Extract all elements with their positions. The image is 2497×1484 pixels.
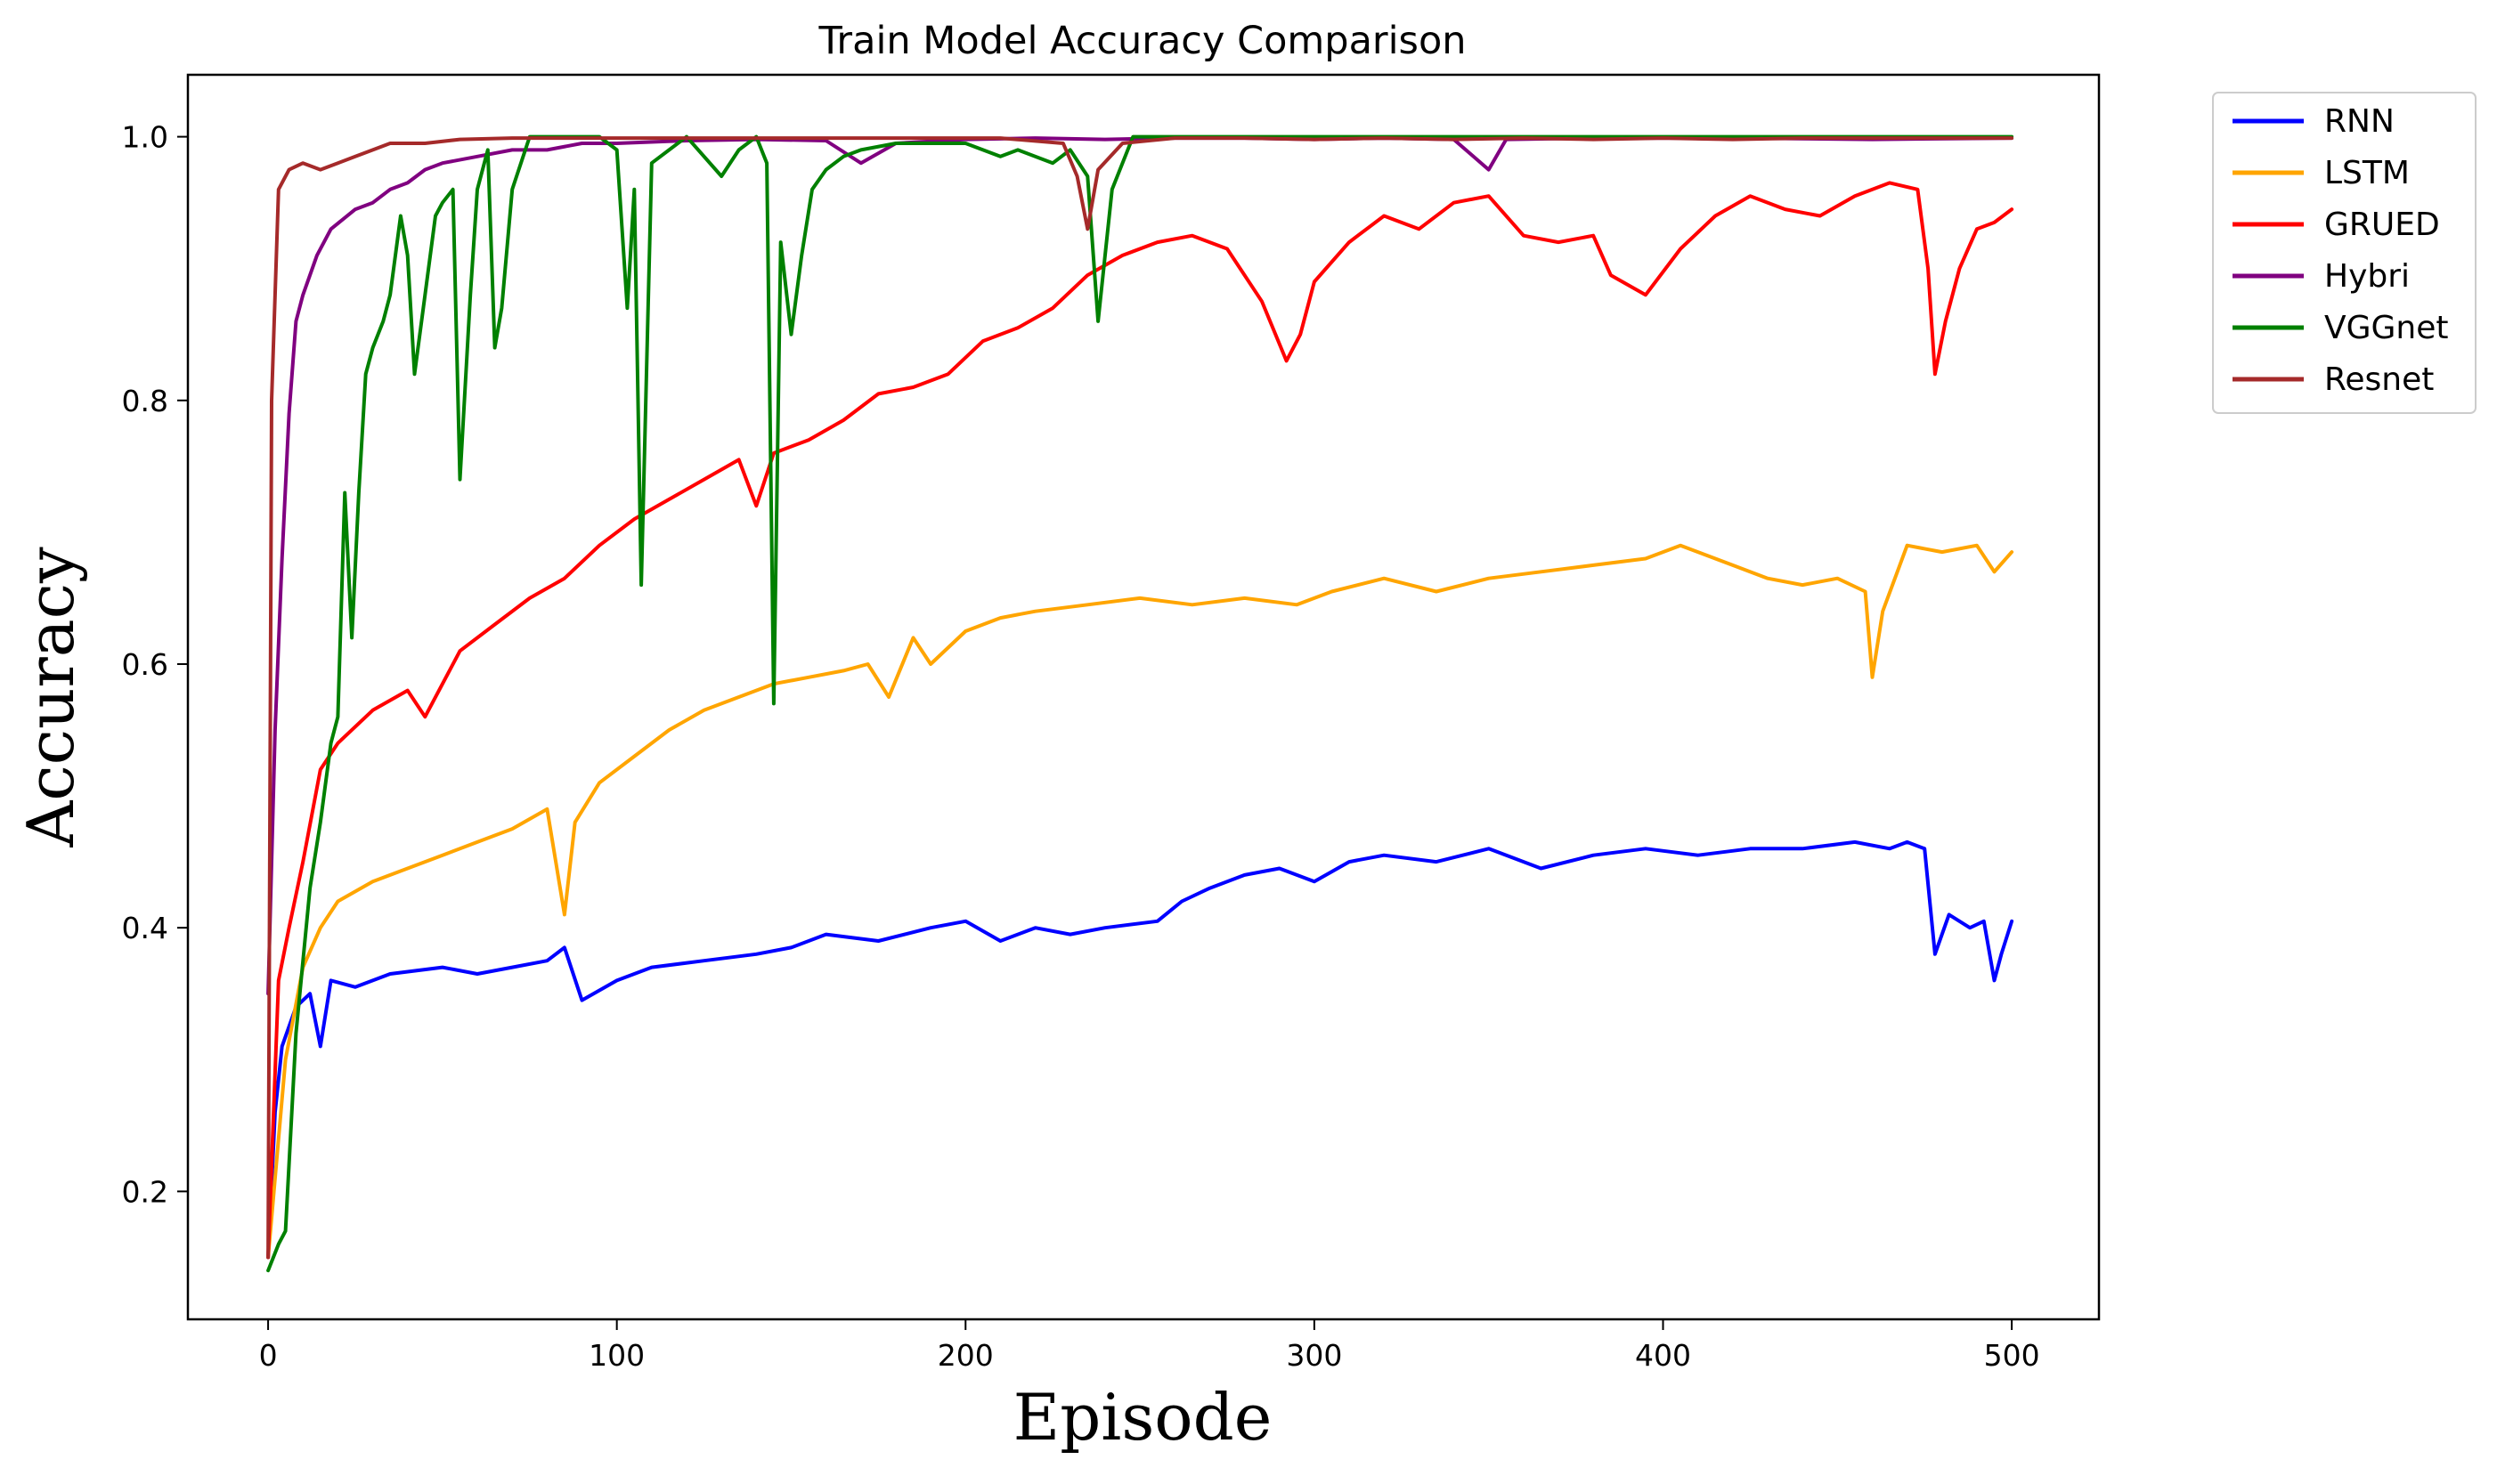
x-tick-label: 500 [1984,1338,2040,1373]
y-axis-ticks: 0.2 0.4 0.6 0.8 1.0 [122,120,188,1209]
legend-label-lstm: LSTM [2324,155,2410,191]
y-tick-label: 0.2 [122,1174,168,1209]
series-layer [266,134,2014,1273]
chart-title: Train Model Accuracy Comparison [817,19,1466,63]
x-axis-ticks: 0 100 200 300 400 500 [259,1319,2040,1373]
legend-label-grued: GRUED [2324,207,2440,243]
y-tick-label: 0.4 [122,911,168,945]
series-line-grued [266,181,2014,1260]
legend-label-resnet: Resnet [2324,361,2434,398]
series-line-vggnet [266,134,2014,1273]
legend-label-rnn: RNN [2324,103,2395,140]
legend-label-hybri: Hybri [2324,258,2410,295]
legend-label-vggnet: VGGnet [2324,310,2449,346]
y-tick-label: 1.0 [122,120,168,155]
legend: RNN LSTM GRUED Hybri VGGnet Resnet [2212,92,2477,414]
x-tick-label: 300 [1286,1338,1342,1373]
x-tick-label: 200 [938,1338,994,1373]
y-tick-label: 0.8 [122,384,168,418]
series-line-rnn [266,839,2014,1260]
y-tick-label: 0.6 [122,647,168,682]
x-tick-label: 100 [589,1338,645,1373]
plot-frame [186,73,2101,1321]
x-tick-label: 0 [259,1338,278,1373]
x-axis-label: Episode [1013,1380,1273,1455]
y-axis-label: Accuracy [13,547,88,848]
series-line-resnet [266,136,2014,1260]
series-line-lstm [266,543,2014,1260]
x-tick-label: 400 [1635,1338,1691,1373]
